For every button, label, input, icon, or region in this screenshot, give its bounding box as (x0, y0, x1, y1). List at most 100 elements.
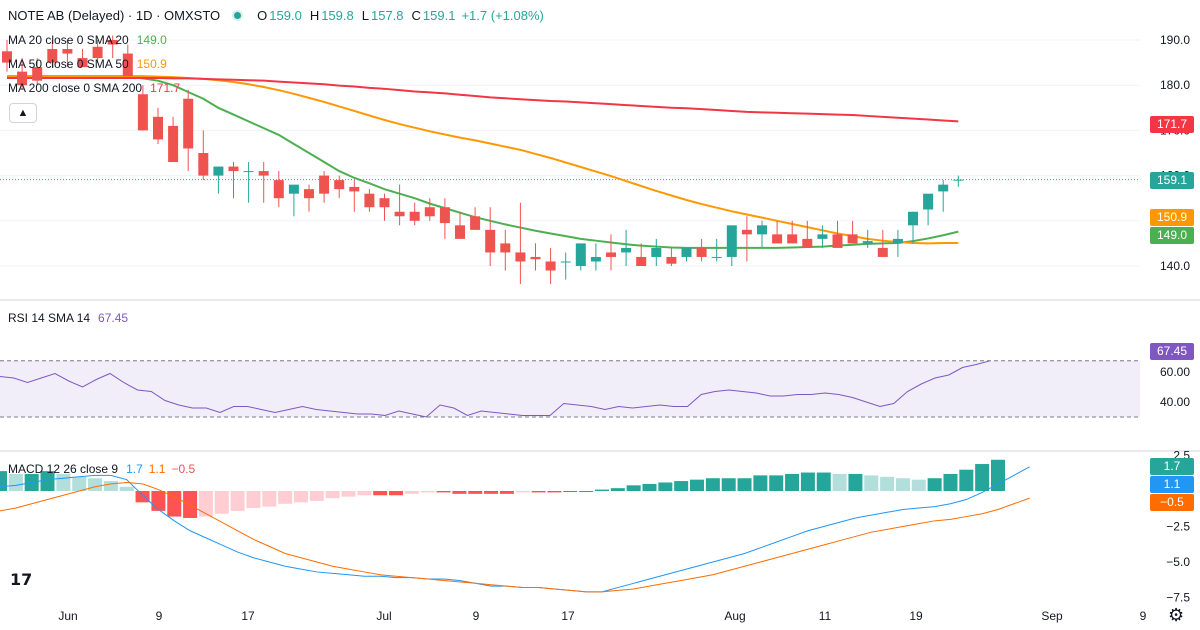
macd-histogram-bar (56, 473, 71, 491)
macd-histogram-bar (309, 491, 324, 501)
candle-body (590, 256, 601, 262)
candle-body (379, 198, 390, 208)
macd-histogram-bar (832, 473, 847, 491)
candle-body (923, 193, 934, 210)
candle-body (273, 180, 284, 199)
macd-histogram-bar (705, 478, 720, 491)
macd-histogram-bar (800, 472, 815, 491)
candle-body (47, 49, 58, 63)
price-tick-label: 190.0 (1160, 33, 1190, 47)
candle-body (651, 247, 662, 257)
legend-ma50[interactable]: MA 50 close 0 SMA 50 150.9 (8, 57, 167, 71)
macd-histogram-bar (658, 482, 673, 491)
candle-body (137, 94, 148, 131)
time-tick-label: Aug (724, 609, 745, 623)
macd-histogram-bar (547, 491, 562, 493)
time-tick-label: Jul (376, 609, 391, 623)
candle-body (243, 171, 254, 173)
time-tick-label: 19 (909, 609, 923, 623)
macd-histogram-bar (198, 491, 213, 517)
macd-histogram-bar (816, 472, 831, 491)
macd-histogram-bar (214, 491, 229, 514)
macd-tick-label: −7.5 (1166, 591, 1190, 605)
candle-body (817, 234, 828, 239)
candle-body (17, 71, 28, 86)
close-value: 159.1 (422, 8, 456, 23)
candle-body (349, 186, 360, 192)
symbol-header: NOTE AB (Delayed) · 1D · OMXSTO O 159.0 H 15… (8, 8, 544, 23)
candle-body (560, 261, 571, 263)
macd-histogram-bar (594, 489, 609, 491)
chevron-up-icon: ▲ (17, 107, 29, 119)
candles (2, 35, 964, 285)
macd-histogram-bar (943, 473, 958, 491)
candle-body (757, 225, 767, 235)
candle-body (168, 125, 179, 163)
macd-histogram-bar (72, 476, 87, 491)
time-tick-label: 9 (1140, 609, 1147, 623)
candle-body (424, 207, 435, 217)
candle-body (153, 116, 163, 140)
symbol-title[interactable]: NOTE AB (Delayed) · 1D · OMXSTO (8, 8, 221, 23)
signal-badge: −0.5 (1150, 494, 1194, 511)
macd-histogram-bar (420, 491, 435, 493)
ma50-line (7, 75, 959, 245)
candle-body (802, 238, 813, 248)
gear-icon[interactable]: ⚙ (1168, 605, 1185, 625)
rsi-tick-label: 60.00 (1160, 365, 1190, 379)
macd-histogram-bar (404, 491, 419, 494)
legend-ma200[interactable]: MA 200 close 0 SMA 200 171.7 (8, 81, 181, 95)
candle-body (787, 234, 798, 244)
macd-histogram-bar (0, 471, 7, 491)
candle-body (606, 252, 616, 257)
candle-body (666, 256, 677, 264)
rsi-line (0, 360, 991, 418)
legend-rsi[interactable]: RSI 14 SMA 14 67.45 (8, 311, 129, 325)
macd-histogram-bar (753, 475, 768, 491)
candle-body (515, 252, 526, 262)
macd-histogram-bar (183, 491, 198, 518)
market-status-dot (234, 12, 242, 19)
candle-body (575, 243, 586, 266)
candle-body (636, 256, 647, 266)
candle-body (183, 98, 194, 149)
candle-body (908, 211, 918, 226)
macd-histogram-bar (579, 491, 594, 492)
macd-histogram-bar (721, 478, 736, 491)
macd-histogram-bar (119, 486, 134, 491)
macd-histogram-bar (626, 485, 641, 491)
macd-histogram-bar (610, 488, 625, 491)
signal-line (0, 481, 1030, 593)
price-tick-label: 140.0 (1160, 259, 1190, 273)
macd-histogram-bar (737, 478, 752, 491)
time-tick-label: Jun (58, 609, 77, 623)
legend-ma20[interactable]: MA 20 close 0 SMA 20 149.0 (8, 33, 167, 47)
macd-histogram-bar (151, 491, 166, 511)
macd-histogram-bar (373, 491, 388, 496)
macd-histogram-bar (911, 479, 926, 491)
tradingview-logo[interactable]: 17 (10, 570, 33, 589)
candle-body (122, 53, 133, 77)
rsi-tick-label: 40.00 (1160, 395, 1190, 409)
rsi-badge: 67.45 (1150, 343, 1194, 360)
high-value: 159.8 (321, 8, 354, 23)
macd-pane: 2.5−2.5−5.0−7.5 (0, 449, 1190, 605)
macd-tick-label: −2.5 (1166, 520, 1190, 534)
ma200-badge: 171.7 (1150, 116, 1194, 133)
macd-histogram-bar (293, 491, 308, 503)
macd-histogram-bar (499, 491, 514, 494)
legend-macd[interactable]: MACD 12 26 close 9 1.7 1.1 −0.5 (8, 462, 196, 476)
macd-histogram-bar (246, 491, 261, 509)
candle-body (530, 256, 541, 260)
collapse-legend-button[interactable]: ▲ (9, 103, 37, 123)
macd-histogram-bar (341, 491, 356, 497)
time-tick-label: 17 (561, 609, 575, 623)
macd-histogram-bar (515, 491, 530, 493)
candle-body (92, 46, 103, 59)
candle-body (319, 175, 330, 194)
macd-histogram-bar (927, 478, 942, 491)
macd-hist-badge: 1.7 (1150, 458, 1194, 475)
macd-histogram-bar (864, 475, 879, 491)
time-tick-label: 9 (473, 609, 480, 623)
